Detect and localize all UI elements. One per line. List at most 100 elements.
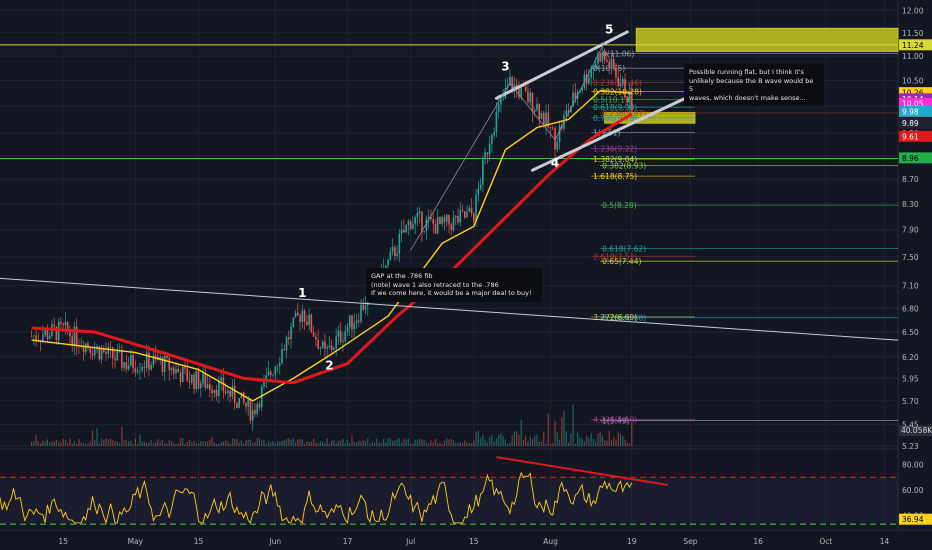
candle-body: [588, 77, 590, 84]
time-axis[interactable]: 15 May 15 Jun 17 Jul 15 Aug 19 Sep 16 Oct 14: [58, 537, 889, 546]
candle-body: [409, 221, 412, 229]
candle-body: [448, 214, 450, 225]
wave-label: 2: [325, 359, 333, 373]
volume-bar: [423, 439, 425, 446]
gap-note: GAP at the .786 fib (note) wave 1 also r…: [366, 268, 542, 302]
volume-bar: [407, 438, 409, 446]
volume-bar: [382, 439, 385, 446]
price-tick-label: 7.50: [902, 253, 919, 262]
candle-body: [134, 368, 137, 373]
volume-bar: [376, 438, 378, 446]
candle-body: [500, 98, 502, 105]
candle-body: [299, 315, 301, 322]
candle-body: [145, 352, 148, 368]
volume-bar: [297, 439, 299, 446]
candle-body: [42, 335, 44, 342]
fib-level-label: 1.236(9.22): [593, 145, 637, 154]
candle-body: [247, 399, 249, 407]
candle-body: [398, 233, 401, 254]
candle-body: [258, 404, 261, 408]
price-tick-label: 8.30: [902, 200, 919, 209]
volume-bar: [303, 443, 306, 446]
candle-body: [581, 88, 583, 91]
candle-body: [294, 312, 297, 318]
fib-level-label: 0.786(9.78): [593, 114, 637, 123]
candle-body: [62, 323, 64, 326]
candle-body: [624, 79, 626, 98]
candle-body: [319, 347, 322, 349]
volume-bar: [428, 443, 430, 446]
volume-bar: [459, 441, 461, 446]
price-tick-label: 11.50: [902, 29, 924, 38]
volume-bar: [586, 435, 588, 446]
volume-bar: [583, 441, 585, 446]
candle-body: [617, 77, 620, 87]
price-axis[interactable]: 40.058K80.0060.0040.0036.9412.0011.5011.…: [899, 7, 932, 525]
candle-body: [324, 341, 326, 349]
candle-body: [200, 383, 202, 389]
fib-level-label: 3.272(6.69): [593, 313, 637, 322]
volume-bar: [328, 443, 331, 446]
candle-body: [606, 59, 608, 62]
candle-body: [204, 374, 207, 389]
candle-body: [330, 345, 333, 350]
candle-body: [348, 315, 351, 328]
price-badge: [899, 39, 932, 51]
candle-body: [218, 380, 220, 396]
fib-level-label: 1.382(9.04): [593, 155, 637, 164]
fib-levels: 0(11.06) 0.236(9.87) 0.382(8.93) 0.5(8.28) 0…: [591, 49, 898, 426]
candle-body: [310, 314, 313, 332]
volume-bar: [450, 438, 452, 446]
candle-body: [556, 141, 559, 150]
candle-body: [396, 253, 398, 257]
trendline: [509, 82, 556, 141]
volume-bar: [622, 436, 624, 446]
volume-bar: [545, 443, 547, 446]
candle-body: [342, 340, 344, 342]
candle-body: [272, 374, 274, 376]
candle-body: [412, 223, 414, 229]
fib-level-label: 1(9.51): [593, 128, 620, 137]
volume-bar: [137, 443, 139, 446]
volume-bar: [434, 439, 437, 446]
candle-body: [468, 208, 471, 212]
fib-level-label: 0(11.06): [602, 49, 634, 58]
volume-bar: [55, 440, 58, 446]
volume-bar: [103, 440, 105, 446]
volume-bar: [572, 404, 574, 446]
time-tick-label: 15: [194, 537, 204, 546]
candle-body: [547, 112, 550, 128]
candle-body: [71, 336, 74, 346]
candle-body: [353, 323, 356, 330]
volume-bar: [473, 440, 475, 446]
candle-body: [524, 86, 527, 91]
volume-bar: [387, 438, 389, 446]
time-tick-label: 17: [343, 537, 353, 546]
price-tick-label: 7.90: [902, 226, 919, 235]
moving-average-slow: [31, 112, 633, 385]
volume-bar: [604, 440, 606, 446]
candle-body: [491, 135, 493, 144]
volume-bar: [193, 440, 195, 446]
volume-bar: [292, 438, 294, 446]
candle-body: [542, 112, 545, 126]
candle-body: [466, 211, 468, 218]
trendlines: [0, 30, 899, 341]
volume-bar: [468, 443, 470, 446]
price-tick-label: 6.50: [902, 328, 919, 337]
candle-body: [621, 79, 624, 84]
candle-body: [461, 209, 464, 212]
volume-bar: [105, 438, 107, 446]
volume-bar: [373, 442, 376, 446]
time-tick-label: 15: [58, 537, 68, 546]
volume-bar: [608, 430, 610, 446]
volume-bar: [177, 443, 179, 446]
candle-body: [211, 389, 213, 394]
volume-bar: [197, 443, 200, 446]
candle-body: [321, 341, 324, 348]
candle-body: [518, 87, 520, 98]
price-badge-label: 9.89: [902, 119, 919, 128]
candle-body: [486, 152, 489, 155]
volume-bar: [403, 438, 405, 446]
candle-body: [391, 247, 394, 252]
